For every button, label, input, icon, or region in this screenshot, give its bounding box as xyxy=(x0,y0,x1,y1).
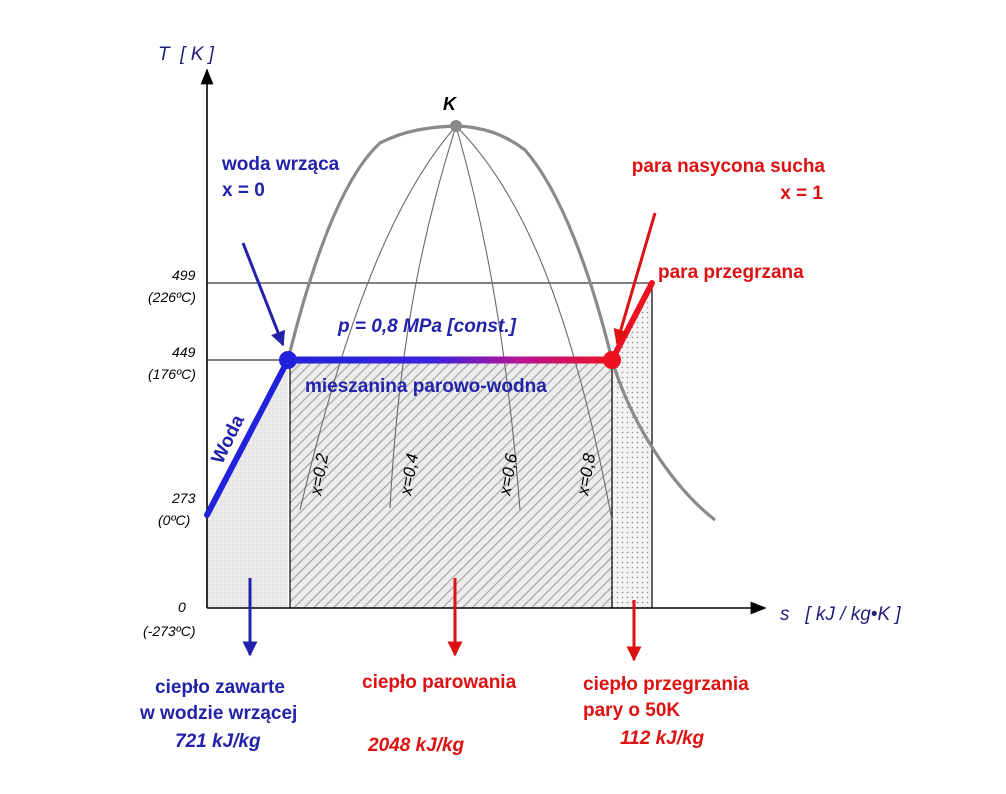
superheat-label-2: pary o 50K xyxy=(583,700,680,721)
superheat-heat-area xyxy=(612,283,652,608)
water-heat-label-1: ciepło zawarte xyxy=(155,677,285,698)
vaporization-heat-value: 2048 kJ/kg xyxy=(367,735,465,756)
tick-273-celsius: (0ºC) xyxy=(158,512,190,528)
t-axis-label: T [ K ] xyxy=(158,44,215,65)
superheat-line xyxy=(609,280,655,363)
tick-0-celsius: (-273ºC) xyxy=(143,623,196,639)
tick-499-celsius: (226ºC) xyxy=(148,289,196,305)
boiling-water-quality: x = 0 xyxy=(222,180,265,201)
vaporization-heat-area xyxy=(290,360,612,608)
critical-point-marker xyxy=(450,120,462,132)
tick-273: 273 xyxy=(171,490,196,506)
quality-line-0.2 xyxy=(299,125,457,511)
saturated-vapor-arrow xyxy=(613,212,657,345)
pressure-label: p = 0,8 MPa [const.] xyxy=(337,316,517,337)
saturated-vapor-quality: x = 1 xyxy=(780,183,823,204)
boiling-water-arrow xyxy=(241,242,286,347)
superheat-label-1: ciepło przegrzania xyxy=(583,674,749,695)
tick-499: 499 xyxy=(172,267,196,283)
boiling-point-marker xyxy=(279,351,297,369)
mixture-label: mieszanina parowo-wodna xyxy=(305,376,547,397)
tick-449-celsius: (176ºC) xyxy=(148,366,196,382)
saturated-vapor-marker xyxy=(603,351,621,369)
critical-point-label: K xyxy=(443,94,458,114)
s-axis-label: s [ kJ / kg•K ] xyxy=(780,604,901,625)
saturation-dome xyxy=(286,124,716,522)
quality-line-0.8 xyxy=(455,125,613,521)
quality-line-0.6 xyxy=(455,125,521,511)
tick-0: 0 xyxy=(178,599,186,615)
water-heat-label-2: w wodzie wrzącej xyxy=(139,703,297,724)
water-heat-value: 721 kJ/kg xyxy=(175,731,261,752)
water-heating-line xyxy=(204,357,291,518)
vaporization-heat-label: ciepło parowania xyxy=(362,672,517,693)
saturated-vapor-label: para nasycona sucha xyxy=(632,156,826,177)
superheated-label: para przegrzana xyxy=(658,262,804,283)
boiling-water-label: woda wrząca xyxy=(221,154,340,175)
superheat-value: 112 kJ/kg xyxy=(620,728,705,749)
tick-449: 449 xyxy=(172,344,196,360)
water-heat-area xyxy=(207,360,288,608)
quality-line-0.4 xyxy=(389,125,457,509)
